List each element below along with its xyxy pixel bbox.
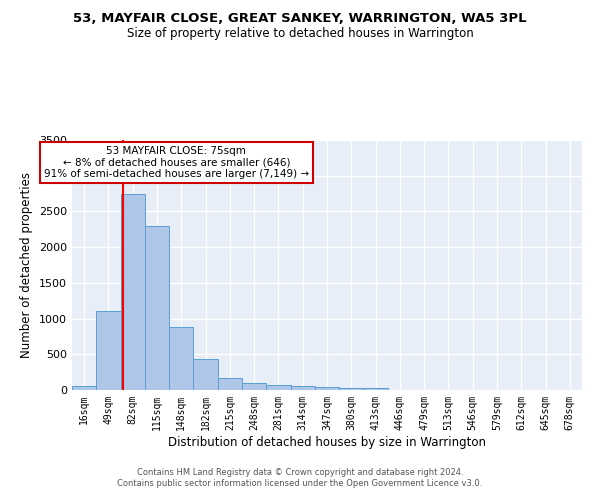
Y-axis label: Number of detached properties: Number of detached properties	[20, 172, 34, 358]
Text: 53 MAYFAIR CLOSE: 75sqm
← 8% of detached houses are smaller (646)
91% of semi-de: 53 MAYFAIR CLOSE: 75sqm ← 8% of detached…	[44, 146, 309, 179]
Bar	[169, 327, 193, 390]
Bar	[121, 194, 145, 390]
Bar	[242, 383, 266, 390]
Bar	[218, 378, 242, 390]
Bar	[145, 226, 169, 390]
Bar	[193, 360, 218, 390]
Bar	[72, 386, 96, 390]
Text: Contains HM Land Registry data © Crown copyright and database right 2024.
Contai: Contains HM Land Registry data © Crown c…	[118, 468, 482, 487]
Bar	[364, 388, 388, 390]
Text: Size of property relative to detached houses in Warrington: Size of property relative to detached ho…	[127, 28, 473, 40]
Bar	[339, 388, 364, 390]
Text: 53, MAYFAIR CLOSE, GREAT SANKEY, WARRINGTON, WA5 3PL: 53, MAYFAIR CLOSE, GREAT SANKEY, WARRING…	[73, 12, 527, 26]
Bar	[266, 386, 290, 390]
Bar	[290, 386, 315, 390]
X-axis label: Distribution of detached houses by size in Warrington: Distribution of detached houses by size …	[168, 436, 486, 448]
Bar	[96, 312, 121, 390]
Bar	[315, 387, 339, 390]
